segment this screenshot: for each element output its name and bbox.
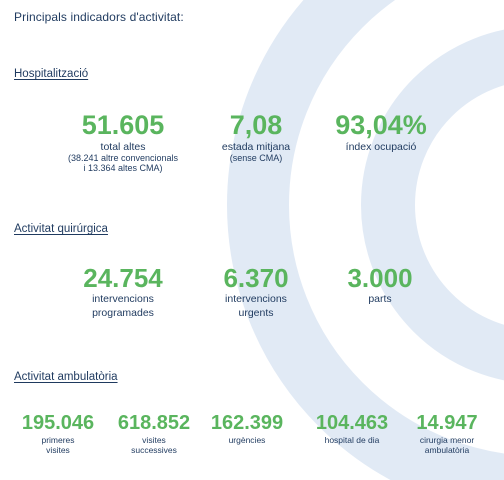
stat-value: 6.370 [223,263,289,293]
stat-intervencions-programades: 24.754 intervencions programades [83,265,163,319]
stat-sublabel: i 13.364 altes CMA) [83,163,163,174]
stat-sublabel: (sense CMA) [229,153,283,164]
stat-value: 3.000 [347,263,413,293]
stat-value: 104.463 [315,412,389,434]
stat-visites-successives: 618.852 visites successives [118,413,190,456]
stat-value: 93,04% [335,110,427,140]
stat-value: 14.947 [416,412,478,434]
stat-label: hospital de dia [324,435,380,445]
stat-index-ocupacio: 93,04% índex ocupació [335,110,427,154]
stat-value: 7,08 [229,110,283,140]
stat-value: 618.852 [117,412,191,434]
stat-label: urgents [238,307,274,320]
stat-intervencions-urgents: 6.370 intervencions urgents [223,265,288,319]
stat-label: índex ocupació [345,141,417,153]
stat-label: intervencions [92,293,154,305]
section-title-hospitalitzacio: Hospitalització [14,68,89,80]
stat-label: total altes [100,141,146,153]
stat-value: 195.046 [21,412,95,434]
stat-label: intervencions [225,293,287,305]
stat-cirurgia-menor-ambulatoria: 14.947 cirurgia menor ambulatòria [416,413,477,456]
stat-label: visites [142,435,166,445]
stat-estada-mitjana: 7,08 estada mitjana (sense CMA) [221,110,291,164]
stat-label: ambulatòria [424,444,470,455]
stat-label: cirurgia menor [419,435,475,445]
stat-label: parts [368,293,392,305]
intro-heading: Principals indicadors d'activitat: [14,10,184,24]
stat-label: successives [131,444,177,455]
stat-sublabel: (38.241 altre convencionals [67,153,179,164]
stat-label: primeres [41,435,75,445]
section-title-quirurgica: Activitat quirúrgica [14,223,108,235]
stat-label: estada mitjana [221,141,291,153]
stat-hospital-de-dia: 104.463 hospital de dia [316,413,388,446]
stat-urgencies: 162.399 urgències [211,413,283,446]
stat-label: programades [92,307,154,320]
stat-value: 162.399 [210,412,284,434]
stat-primeres-visites: 195.046 primeres visites [22,413,94,456]
stat-parts: 3.000 parts [347,265,412,305]
stat-value: 24.754 [83,263,163,293]
section-title-ambulatoria: Activitat ambulatòria [14,371,118,383]
stat-total-altes: 51.605 total altes (38.241 altre convenc… [68,112,178,174]
stat-value: 51.605 [81,110,165,140]
stat-label: visites [46,444,70,455]
stat-label: urgències [228,435,266,445]
